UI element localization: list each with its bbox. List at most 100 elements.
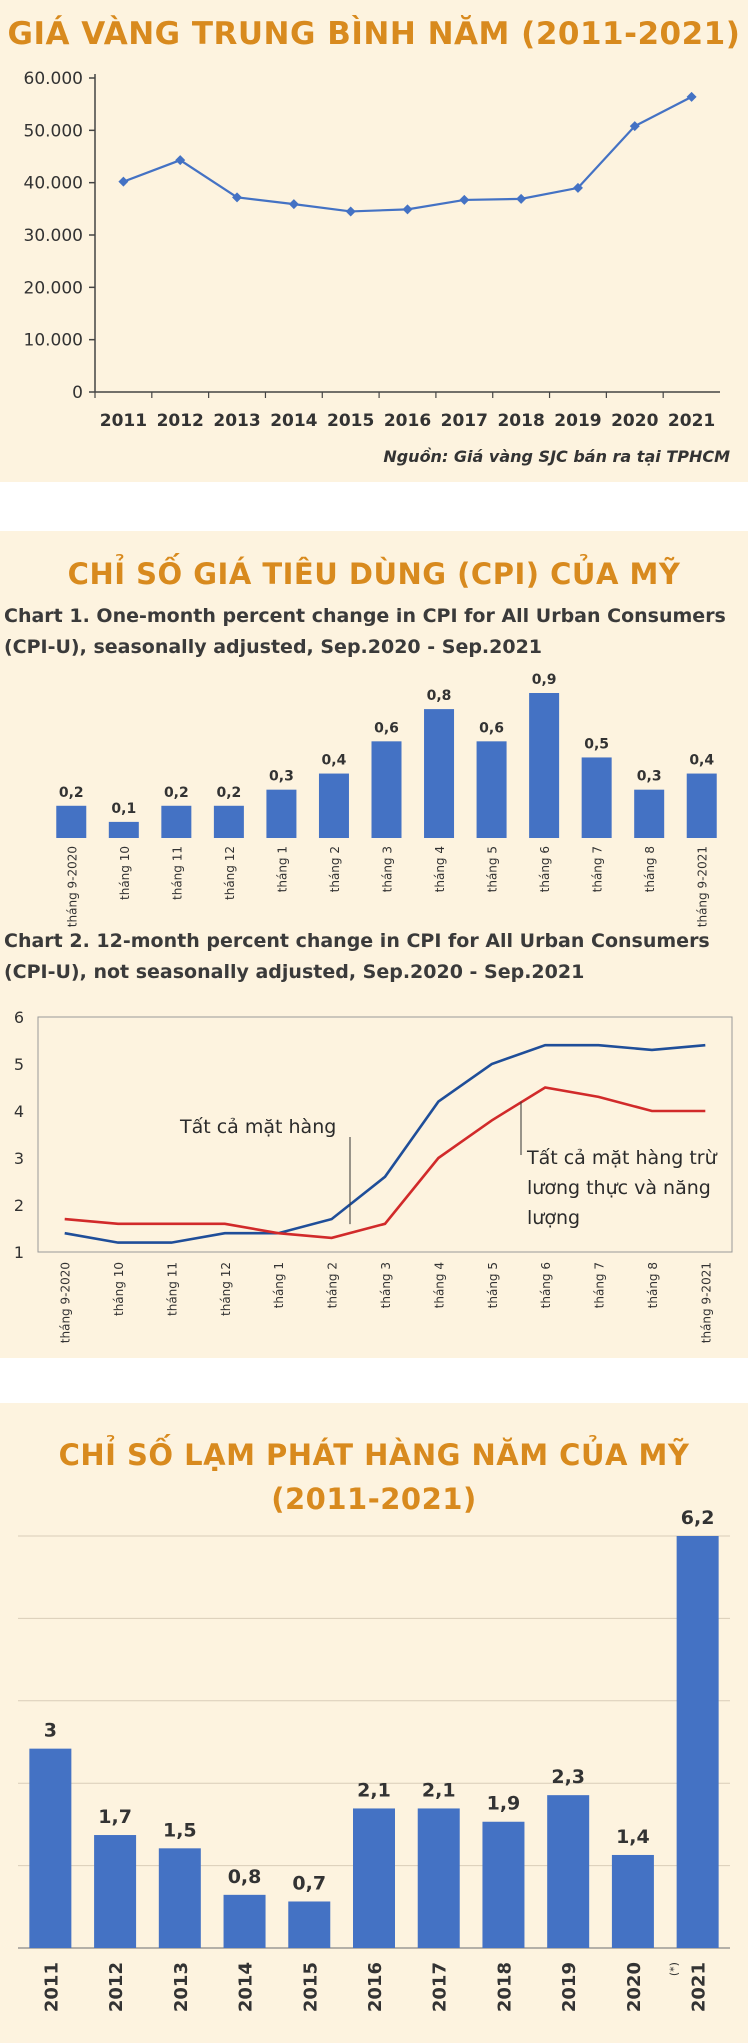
y-tick-label: 5: [14, 1055, 24, 1074]
bar: [223, 1894, 266, 1948]
bar: [476, 741, 507, 838]
x-tick-label: tháng 10: [118, 846, 132, 900]
x-tick-label: 2011: [100, 411, 147, 431]
x-tick-label: 2018: [497, 411, 544, 431]
x-tick-label: tháng 5: [486, 846, 500, 892]
x-tick-label: tháng 4: [432, 1262, 446, 1308]
bar: [529, 693, 560, 838]
bar-value-label: 0,5: [584, 736, 609, 752]
data-point: [572, 182, 583, 193]
x-tick-label: 2019: [559, 1962, 580, 2012]
footnote-marker: (*): [668, 1962, 681, 1976]
x-tick-label: tháng 6: [539, 1262, 553, 1308]
bar-value-label: 0,3: [637, 769, 662, 785]
bar: [94, 1835, 137, 1948]
bar-value-label: 0,6: [479, 720, 504, 736]
x-tick-label: 2012: [157, 411, 204, 431]
series-label-core: Tất cả mặt hàng trừ lương thực và năng l…: [527, 1147, 717, 1229]
x-tick-label: tháng 5: [486, 1262, 500, 1308]
x-tick-label: 2020: [624, 1962, 645, 2012]
bar: [581, 757, 612, 838]
cpi-panel: CHỈ SỐ GIÁ TIÊU DÙNG (CPI) CỦA MỸ Chart …: [0, 531, 748, 1358]
x-tick-label: tháng 8: [643, 846, 657, 892]
bar: [371, 741, 402, 838]
y-tick-label: 50.000: [24, 121, 83, 141]
data-point: [118, 176, 129, 187]
x-tick-label: tháng 9-2020: [59, 1262, 73, 1343]
x-tick-label: tháng 9-2021: [696, 846, 710, 927]
bar-value-label: 0,2: [164, 785, 189, 801]
bar-value-label: 0,8: [228, 1866, 262, 1888]
x-tick-label: tháng 9-2020: [65, 846, 79, 927]
bar-value-label: 0,9: [532, 672, 557, 688]
x-tick-label: tháng 7: [591, 846, 605, 892]
x-tick-label: 2012: [106, 1962, 127, 2012]
bar-value-label: 2,3: [551, 1766, 585, 1788]
cpi-chart1-title: Chart 1. One-month percent change in CPI…: [4, 605, 726, 658]
x-tick-label: 2021: [668, 411, 715, 431]
x-tick-label: 2015: [300, 1962, 321, 2012]
data-point: [175, 155, 186, 166]
x-tick-label: tháng 2: [328, 846, 342, 892]
x-tick-label: tháng 2: [326, 1262, 340, 1308]
x-tick-label: 2016: [384, 411, 431, 431]
x-tick-label: tháng 8: [646, 1262, 660, 1308]
x-tick-label: tháng 3: [381, 846, 395, 892]
x-tick-label: 2014: [236, 1962, 257, 2012]
gold-price-line-chart: 0 10.000 20.000 30.000 40.000 50.000 60.000 201…: [24, 69, 720, 431]
cpi-monthly-bar-chart: 0,2 tháng 9-2020 0,1 tháng 10 0,2 tháng 11 0,2…: [56, 672, 717, 927]
data-point: [516, 193, 527, 204]
y-tick-label: 6: [14, 1008, 24, 1027]
data-point: [629, 121, 640, 132]
x-tick-label: tháng 4: [433, 846, 447, 892]
bar-value-label: 0,3: [269, 769, 294, 785]
gold-price-panel: GIÁ VÀNG TRUNG BÌNH NĂM (2011-2021) 0 10.…: [0, 0, 748, 482]
data-point: [686, 91, 697, 102]
data-point: [345, 206, 356, 217]
x-tick-label: tháng 1: [272, 1262, 286, 1308]
cpi-section-title: CHỈ SỐ GIÁ TIÊU DÙNG (CPI) CỦA MỸ: [67, 557, 681, 591]
inflation-bar-chart: 3 2011 1,7 2012 1,5 2013 0,8 2014 0,7 2015 2,1 2016…: [18, 1507, 730, 2012]
bar: [482, 1821, 525, 1948]
y-tick-label: 10.000: [24, 331, 83, 351]
bar: [318, 773, 349, 838]
x-tick-label: 2017: [441, 411, 488, 431]
x-tick-label: tháng 1: [275, 846, 289, 892]
bar: [161, 805, 192, 838]
y-tick-label: 60.000: [24, 69, 83, 89]
core-cpi-line: [64, 1086, 706, 1240]
cpi-chart2-title: Chart 2. 12-month percent change in CPI …: [4, 930, 710, 983]
bar-value-label: 3: [44, 1720, 57, 1742]
bar: [634, 789, 665, 838]
bar: [676, 1536, 719, 1948]
bar-value-label: 1,7: [98, 1806, 132, 1828]
x-tick-label: tháng 12: [223, 846, 237, 900]
bar-value-label: 1,9: [487, 1793, 521, 1815]
x-tick-label: tháng 9-2021: [699, 1262, 713, 1343]
x-tick-label: 2011: [41, 1962, 62, 2012]
inflation-panel: CHỈ SỐ LẠM PHÁT HÀNG NĂM CỦA MỸ (2011-20…: [0, 1403, 748, 2043]
bar-value-label: 1,5: [163, 1819, 197, 1841]
data-point: [402, 204, 413, 215]
bar: [547, 1795, 590, 1948]
x-tick-label: tháng 6: [538, 846, 552, 892]
bar-value-label: 0,4: [322, 753, 347, 769]
plot-area: [37, 1016, 733, 1253]
y-tick-label: 4: [14, 1102, 24, 1121]
y-tick-label: 40.000: [24, 174, 83, 194]
bar-value-label: 0,6: [374, 720, 399, 736]
bar: [108, 821, 139, 838]
x-tick-label: 2017: [430, 1962, 451, 2012]
inflation-title-line1: CHỈ SỐ LẠM PHÁT HÀNG NĂM CỦA MỸ: [58, 1438, 690, 1472]
x-tick-label: tháng 7: [593, 1262, 607, 1308]
bar: [424, 709, 455, 838]
x-tick-label: 2021: [689, 1962, 710, 2012]
bar: [686, 773, 717, 838]
y-tick-label: 3: [14, 1149, 24, 1168]
bar-value-label: 0,1: [111, 801, 136, 817]
x-tick-label: tháng 12: [219, 1262, 233, 1316]
bar: [266, 789, 297, 838]
gold-chart-source: Nguồn: Giá vàng SJC bán ra tại TPHCM: [383, 447, 730, 466]
inflation-title-line2: (2011-2021): [271, 1482, 477, 1516]
gold-chart-title: GIÁ VÀNG TRUNG BÌNH NĂM (2011-2021): [7, 16, 741, 52]
